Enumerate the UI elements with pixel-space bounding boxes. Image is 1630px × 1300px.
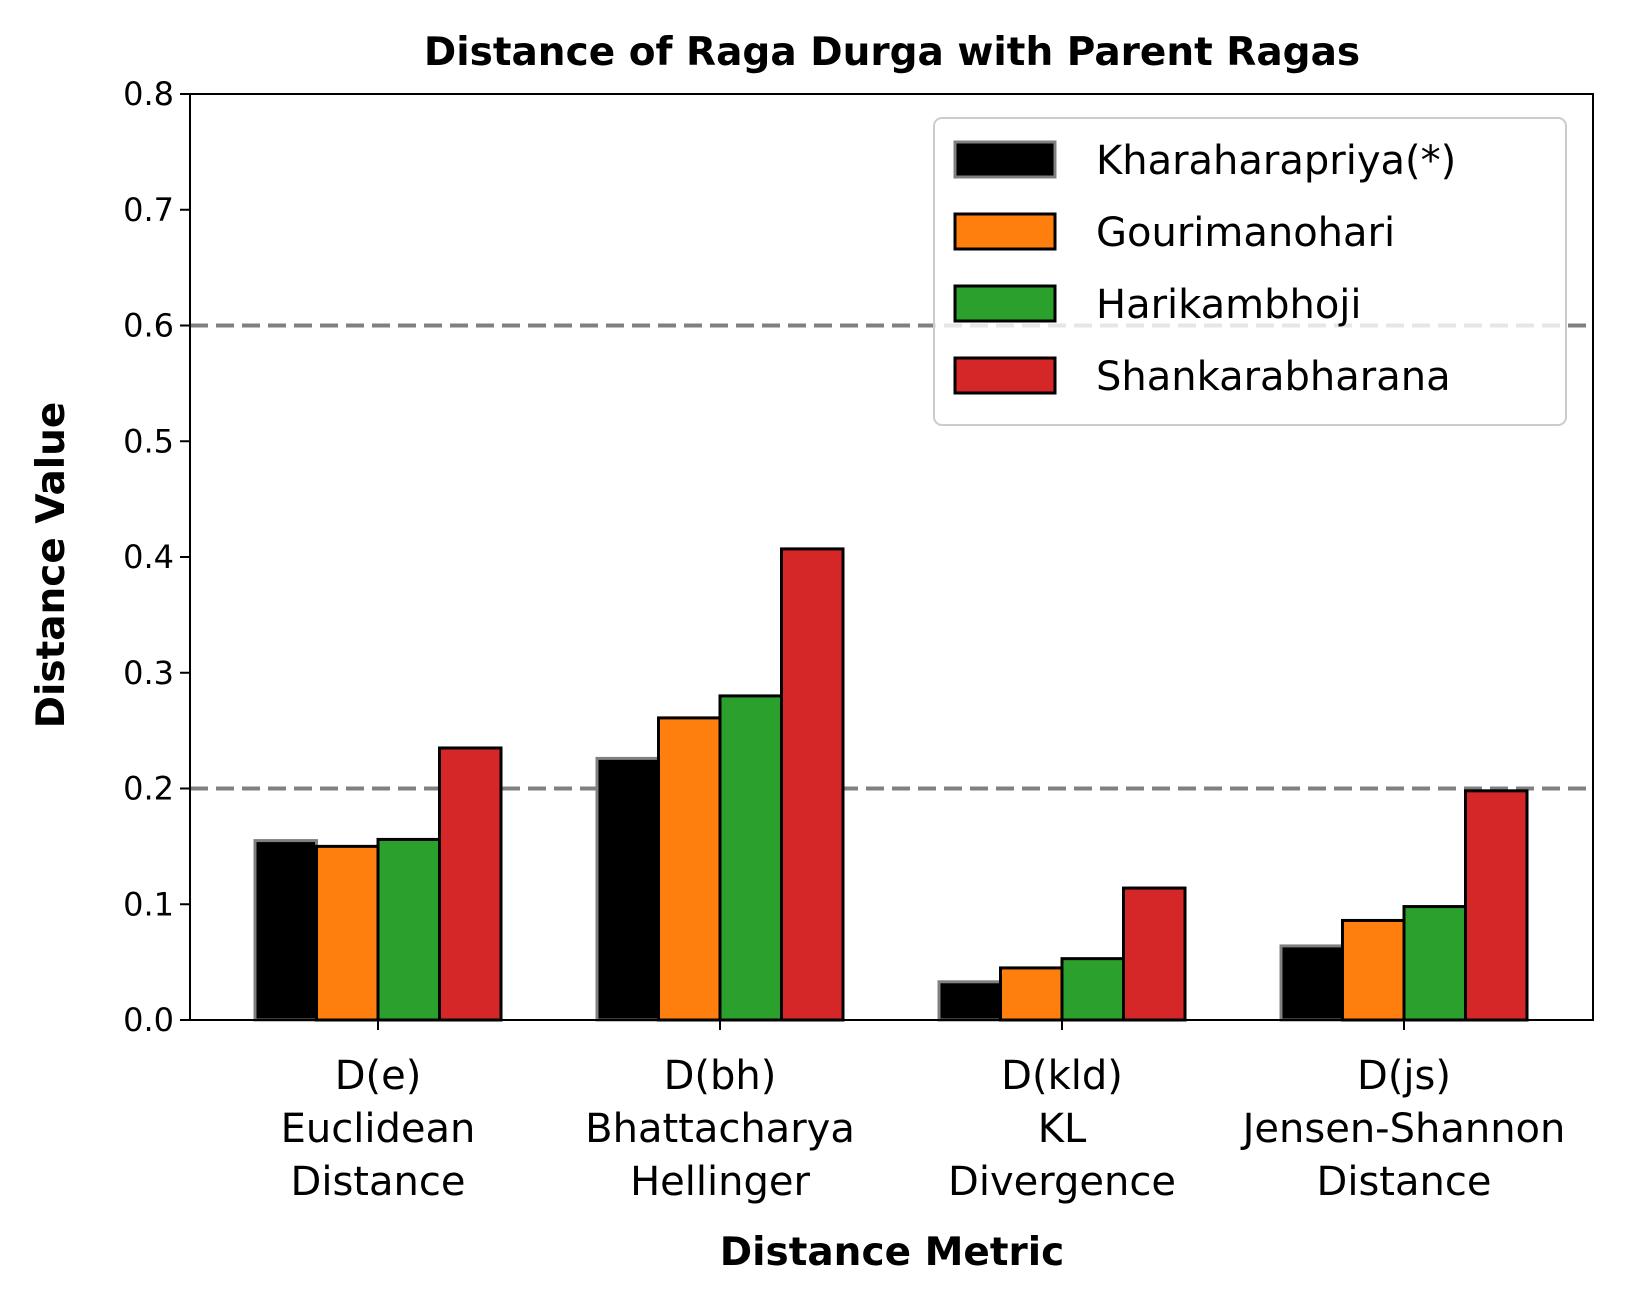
bar-kharaharapriya	[253, 839, 318, 1022]
bar-shankarabharana	[1122, 886, 1187, 1022]
bar-harikambhoji	[718, 694, 783, 1022]
y-tick-label: 0.0	[123, 1001, 174, 1039]
x-tick-label: Bhattacharya	[585, 1106, 855, 1152]
x-tick-label: D(kld)	[1001, 1053, 1123, 1099]
legend-swatch	[953, 140, 1057, 179]
bar-harikambhoji	[1060, 957, 1125, 1022]
x-tick-label: Euclidean	[281, 1106, 476, 1152]
x-tick-label: D(bh)	[664, 1053, 777, 1099]
y-axis-label: Distance Value	[29, 402, 74, 729]
bar-gourimanohari	[1341, 918, 1406, 1022]
legend-label: Kharaharapriya(*)	[1096, 138, 1456, 184]
y-tick-label: 0.6	[123, 307, 174, 345]
x-axis-ticks: D(e) Euclidean Distance D(bh) Bhattacharya He…	[281, 1020, 1566, 1205]
y-tick-label: 0.4	[123, 538, 174, 576]
x-tick-label: Distance	[1317, 1159, 1492, 1205]
bar-gourimanohari	[657, 716, 722, 1022]
legend-swatch	[953, 284, 1057, 323]
legend-label: Gourimanohari	[1096, 210, 1395, 256]
bar-kharaharapriya	[1279, 944, 1344, 1022]
bar-harikambhoji	[376, 837, 441, 1022]
y-tick-label: 0.3	[123, 654, 174, 692]
x-tick-label: Distance	[291, 1159, 466, 1205]
legend: Kharaharapriya(*) Gourimanohari Harikambho…	[933, 117, 1567, 426]
bar-shankarabharana	[780, 547, 845, 1022]
y-tick-label: 0.8	[123, 75, 174, 113]
bar-gourimanohari	[315, 844, 380, 1022]
bar-shankarabharana	[1464, 789, 1529, 1022]
bar-shankarabharana	[438, 746, 503, 1022]
bar-harikambhoji	[1402, 905, 1467, 1022]
x-tick-label: KL	[1038, 1106, 1087, 1152]
x-tick-label: Divergence	[948, 1159, 1176, 1205]
y-tick-label: 0.1	[123, 885, 174, 923]
y-tick-label: 0.5	[123, 422, 174, 460]
y-axis-ticks: 0.0 0.1 0.2 0.3 0.4 0.5 0.6 0.7 0.8	[123, 75, 190, 1039]
x-tick-label: D(e)	[335, 1053, 422, 1099]
legend-swatch	[953, 212, 1057, 251]
chart-title: Distance of Raga Durga with Parent Ragas	[424, 30, 1360, 75]
y-tick-label: 0.2	[123, 770, 174, 808]
x-tick-label: Hellinger	[630, 1159, 810, 1205]
x-tick-label: D(js)	[1357, 1053, 1451, 1099]
bar-gourimanohari	[999, 966, 1064, 1022]
y-tick-label: 0.7	[123, 191, 174, 229]
legend-box	[933, 117, 1567, 426]
legend-swatch	[953, 356, 1057, 395]
x-tick-label: Jensen-Shannon	[1240, 1106, 1566, 1152]
x-axis-label: Distance Metric	[720, 1230, 1064, 1275]
bar-kharaharapriya	[937, 980, 1002, 1022]
plot-frame	[189, 93, 1594, 1021]
bars	[253, 547, 1529, 1022]
legend-label: Harikambhoji	[1096, 282, 1362, 328]
legend-label: Shankarabharana	[1096, 354, 1451, 400]
bar-kharaharapriya	[595, 756, 660, 1022]
